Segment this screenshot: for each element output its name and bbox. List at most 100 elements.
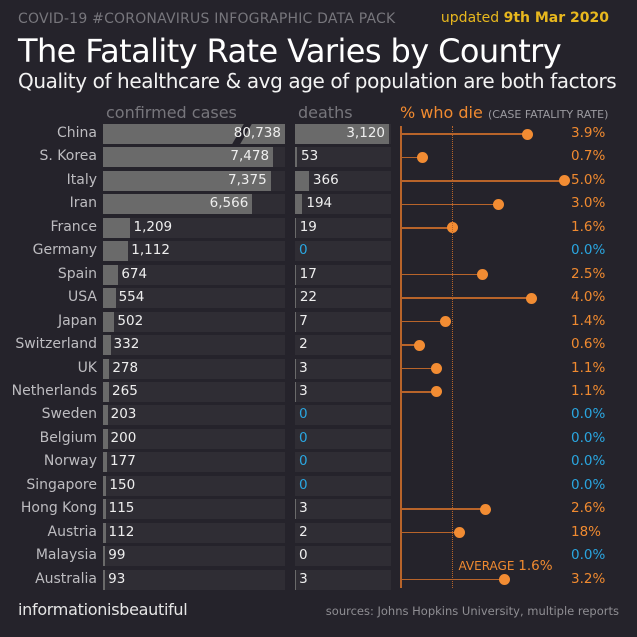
cases-value: 150 — [109, 476, 136, 493]
rate-stem — [400, 203, 499, 206]
country-label: Sweden — [41, 406, 97, 423]
updated-date: updated 9th Mar 2020 — [441, 10, 609, 26]
cases-value: 177 — [110, 453, 136, 470]
cases-value: 99 — [108, 547, 126, 564]
country-label: UK — [77, 359, 97, 376]
deaths-track — [295, 335, 391, 356]
rate-value: 4.0% — [571, 289, 606, 306]
deaths-bar — [295, 170, 309, 191]
rate-stem — [400, 391, 437, 393]
cases-value: 203 — [110, 406, 137, 423]
column-header-deaths: deaths — [298, 103, 353, 122]
deaths-track — [295, 288, 391, 309]
country-label: Austria — [47, 523, 97, 540]
deaths-bar — [295, 288, 296, 309]
rate-axis-line — [400, 126, 402, 588]
rate-stem — [400, 227, 453, 229]
cases-bar — [103, 428, 108, 449]
cases-bar — [103, 194, 253, 215]
rate-value: 1.6% — [571, 218, 606, 235]
brand-logo: informationisbeautiful — [18, 600, 188, 619]
deaths-track — [295, 522, 391, 543]
country-label: Belgium — [39, 429, 97, 446]
cases-value: 112 — [108, 523, 135, 540]
average-text: AVERAGE — [458, 559, 515, 573]
cases-track — [103, 311, 285, 332]
rate-value: 0.6% — [571, 336, 606, 353]
deaths-track — [295, 452, 391, 473]
cases-track — [103, 381, 285, 402]
country-label: Singapore — [26, 476, 97, 493]
cases-track — [103, 405, 285, 426]
cases-value: 80,738 — [233, 125, 281, 141]
updated-value: 9th Mar 2020 — [503, 10, 609, 26]
country-label: S. Korea — [39, 148, 97, 165]
deaths-value: 0 — [299, 429, 308, 446]
cases-track — [103, 499, 285, 520]
cases-track — [103, 264, 285, 285]
rate-dot — [479, 503, 491, 515]
rate-value: 1.1% — [571, 382, 606, 399]
deaths-value: 3 — [299, 570, 308, 587]
rate-dot — [499, 574, 511, 586]
deaths-track — [295, 381, 391, 402]
cases-value: 115 — [108, 500, 135, 517]
cases-value: 554 — [118, 289, 145, 306]
column-header-rate: % who die (CASE FATALITY RATE) — [400, 103, 608, 122]
rate-value: 5.0% — [571, 171, 606, 188]
country-label: USA — [68, 289, 97, 306]
deaths-track — [295, 358, 391, 379]
cases-bar — [103, 522, 106, 543]
deaths-value: 3,120 — [346, 125, 385, 141]
cases-track — [103, 288, 285, 309]
rate-stem — [400, 344, 420, 346]
cases-bar — [103, 288, 116, 309]
deaths-track — [295, 194, 391, 215]
rate-value: 2.6% — [571, 500, 606, 517]
rate-value: 0.0% — [571, 429, 606, 446]
rate-stem — [400, 156, 423, 159]
deaths-value: 366 — [312, 171, 339, 188]
cases-value: 6,566 — [209, 195, 249, 212]
country-label: France — [50, 218, 97, 235]
cases-track — [103, 358, 285, 379]
deaths-value: 19 — [299, 218, 317, 235]
country-label: Iran — [69, 195, 97, 212]
cases-bar — [103, 546, 106, 567]
deaths-track — [295, 546, 391, 567]
rate-dot — [492, 198, 504, 210]
cases-track — [103, 452, 285, 473]
country-label: Hong Kong — [20, 500, 97, 517]
country-label: Australia — [35, 570, 97, 587]
deaths-value: 53 — [301, 148, 319, 165]
cases-track — [103, 335, 285, 356]
average-value: 1.6% — [518, 558, 553, 574]
cases-bar — [103, 241, 129, 262]
cases-bar — [103, 569, 106, 590]
cases-value: 7,478 — [230, 148, 270, 165]
cases-bar — [103, 381, 110, 402]
rate-dot — [476, 269, 488, 281]
cases-track — [103, 241, 285, 262]
country-label: Spain — [57, 265, 97, 282]
rate-value: 0.0% — [571, 547, 606, 564]
deaths-bar — [295, 264, 296, 285]
rate-value: 3.9% — [571, 125, 606, 141]
average-label: AVERAGE 1.6% — [458, 558, 552, 574]
deaths-track — [295, 147, 391, 168]
rate-dot — [440, 316, 452, 328]
deaths-track — [295, 170, 391, 191]
cases-value: 332 — [113, 336, 140, 353]
rate-stem — [400, 320, 446, 323]
country-label: Japan — [57, 312, 97, 329]
deaths-value: 3 — [299, 359, 308, 376]
deaths-track — [295, 475, 391, 496]
cases-track — [103, 217, 285, 238]
deaths-value: 7 — [299, 312, 308, 329]
deaths-track — [295, 311, 391, 332]
updated-prefix: updated — [440, 10, 500, 26]
kicker: COVID-19 #CORONAVIRUS INFOGRAPHIC DATA P… — [18, 11, 396, 27]
deaths-value: 0 — [299, 453, 308, 470]
country-label: Switzerland — [15, 336, 97, 353]
deaths-bar — [295, 147, 297, 168]
